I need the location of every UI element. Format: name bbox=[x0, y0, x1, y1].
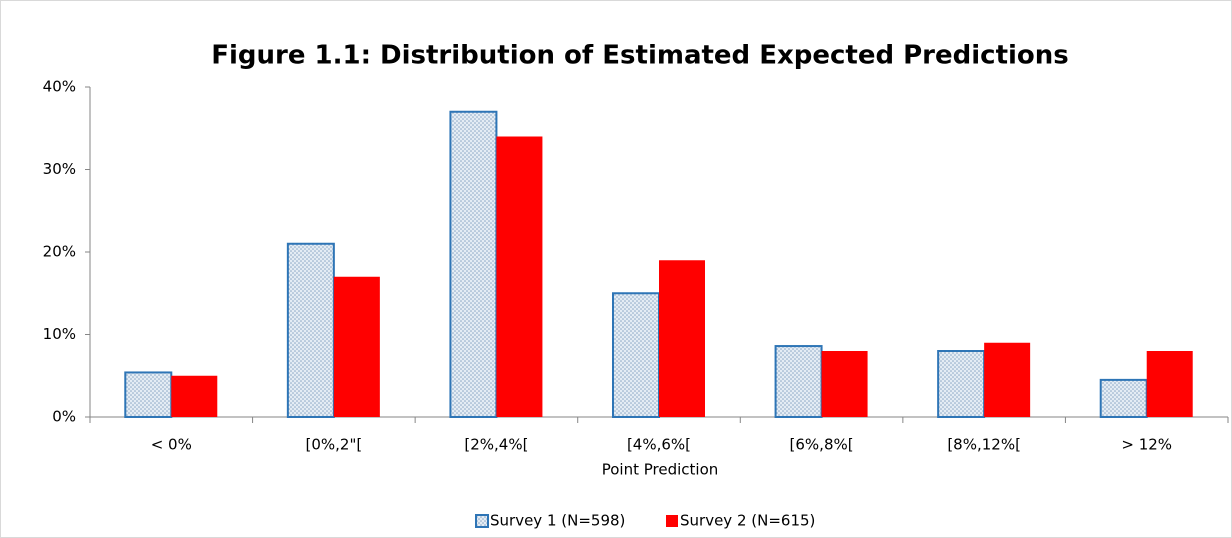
bar bbox=[937, 350, 986, 418]
x-tick-label: [0%,2"[ bbox=[305, 436, 362, 454]
bar bbox=[124, 371, 173, 419]
bar bbox=[774, 345, 823, 418]
bar bbox=[286, 242, 335, 418]
y-tick-label: 0% bbox=[52, 408, 76, 426]
legend-swatch bbox=[475, 514, 489, 528]
legend-label: Survey 1 (N=598) bbox=[490, 512, 625, 530]
legend-swatch bbox=[666, 515, 678, 527]
y-tick-label: 30% bbox=[43, 160, 76, 178]
bar bbox=[333, 276, 380, 417]
x-tick-label: [2%,4%[ bbox=[464, 436, 528, 454]
y-tick-label: 20% bbox=[43, 243, 76, 261]
x-tick-label: < 0% bbox=[151, 436, 192, 454]
bar bbox=[659, 260, 705, 417]
y-tick-label: 40% bbox=[43, 78, 76, 96]
bar bbox=[496, 136, 543, 417]
bar bbox=[821, 351, 868, 417]
bar bbox=[984, 342, 1031, 417]
x-tick-label: > 12% bbox=[1121, 436, 1172, 454]
x-tick-label: [8%,12%[ bbox=[947, 436, 1021, 454]
bar bbox=[612, 292, 660, 418]
bar bbox=[1146, 351, 1193, 417]
x-tick-label: [4%,6%[ bbox=[627, 436, 691, 454]
bar bbox=[1099, 378, 1148, 418]
bar bbox=[171, 375, 218, 417]
x-tick-label: [6%,8%[ bbox=[790, 436, 854, 454]
x-axis-label: Point Prediction bbox=[602, 461, 719, 479]
legend-label: Survey 2 (N=615) bbox=[680, 512, 815, 530]
bar bbox=[449, 110, 498, 418]
y-tick-label: 10% bbox=[43, 325, 76, 343]
chart-title: Figure 1.1: Distribution of Estimated Ex… bbox=[211, 41, 1069, 71]
